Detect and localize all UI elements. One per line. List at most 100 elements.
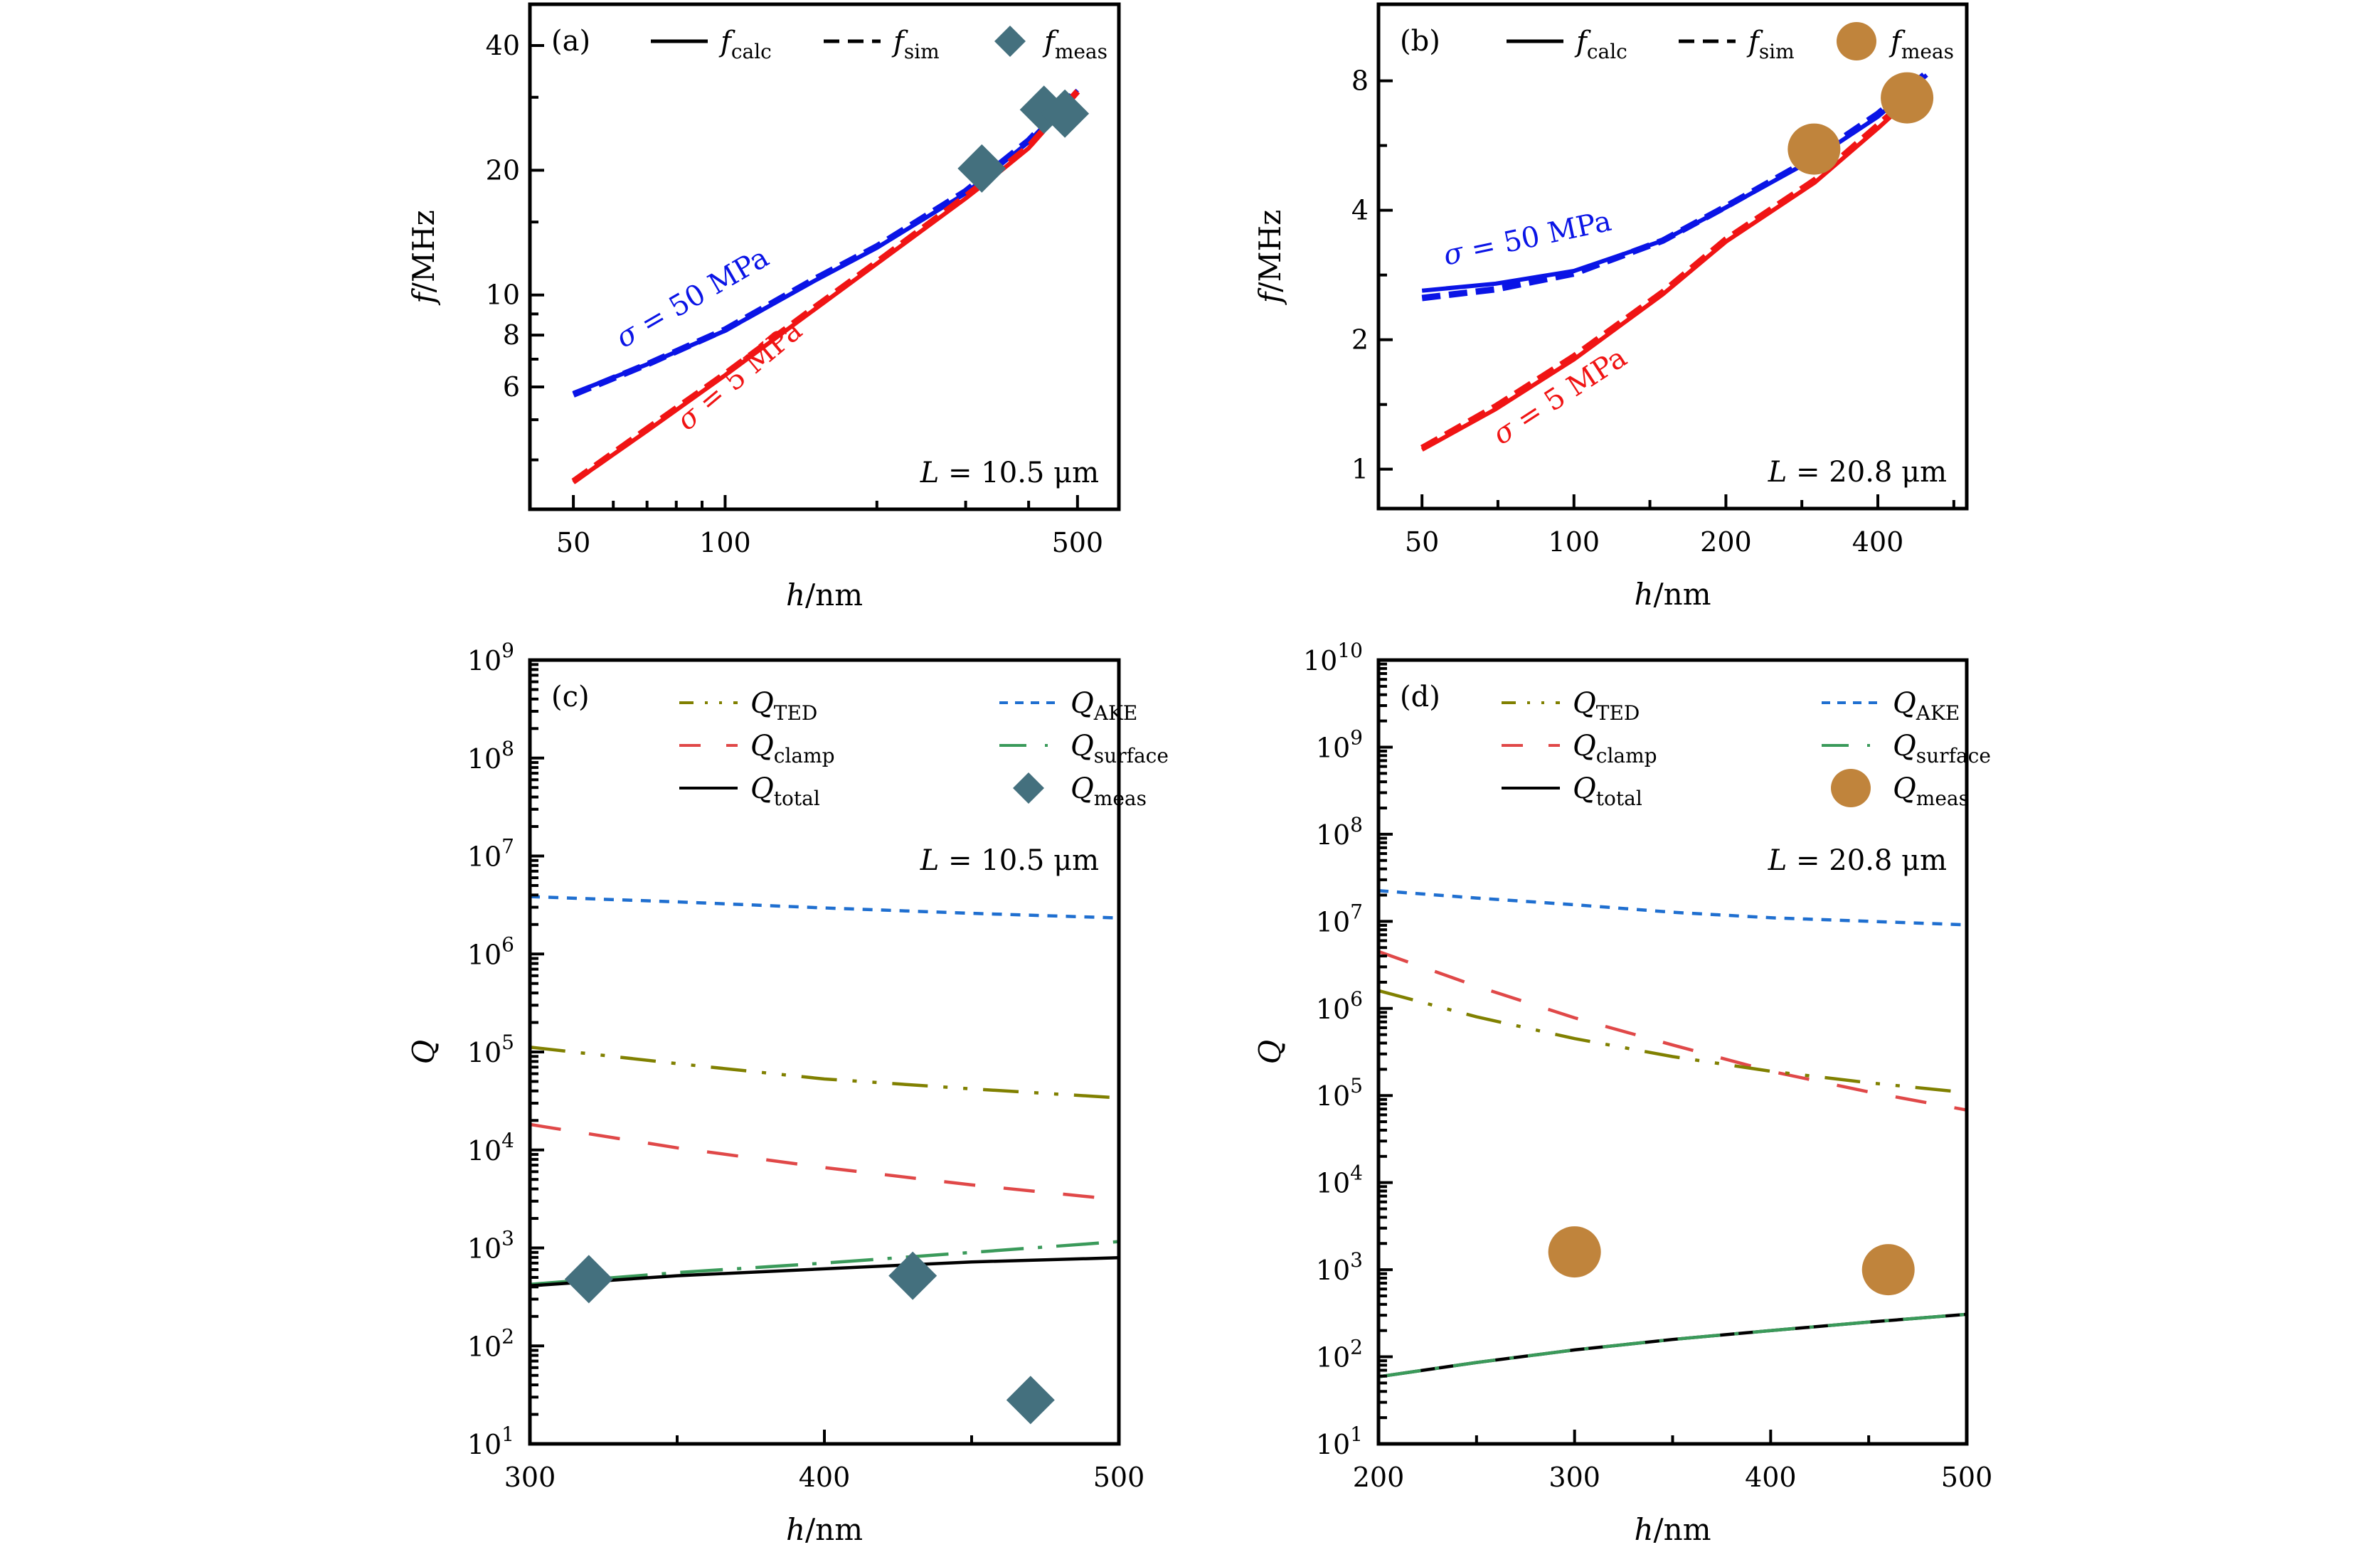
data-point-diamond	[1041, 89, 1090, 138]
legend-symbol: Q	[750, 730, 774, 762]
legend-symbol: Q	[1893, 687, 1916, 720]
y-tick-base: 10	[1316, 1342, 1350, 1373]
legend-subscript: surface	[1094, 744, 1169, 767]
y-tick-base: 10	[1316, 1255, 1350, 1286]
legend-label: fmeas	[1042, 26, 1107, 63]
series-line--5-mpa-sim-	[1420, 79, 1929, 451]
y-tick-exponent: 9	[1350, 725, 1363, 749]
y-tick-label: 107	[467, 835, 514, 873]
length-annotation: L = 10.5 μm	[920, 844, 1099, 877]
y-tick-exponent: 3	[501, 1227, 514, 1250]
y-tick-label: 108	[1316, 813, 1363, 851]
x-tick-label: 200	[1353, 1462, 1405, 1493]
series-line-q-clamp	[530, 1122, 1119, 1202]
y-tick-label: 106	[1316, 987, 1363, 1025]
legend-label: fcalc	[1574, 26, 1627, 63]
legend-label: Qsurface	[1893, 730, 1991, 767]
length-symbol: L	[920, 844, 940, 877]
x-axis-title: h/nm	[1634, 577, 1711, 612]
legend-subscript: meas	[1901, 40, 1954, 63]
series-line--50-mpa-sim-	[1421, 70, 1929, 302]
legend-marker-diamond	[1013, 772, 1044, 804]
legend-label: QAKE	[1893, 687, 1960, 725]
y-tick-base: 10	[1303, 645, 1337, 676]
legend-symbol: Q	[1071, 772, 1094, 805]
data-point-circle	[1548, 1226, 1601, 1278]
y-tick-base: 10	[1316, 819, 1350, 851]
y-tick-label: 104	[467, 1129, 514, 1166]
x-axis-unit: /nm	[805, 578, 863, 612]
series-line--50-mpa-sim-	[572, 87, 1080, 398]
y-tick-base: 10	[1316, 732, 1350, 763]
legend-marker-diamond	[994, 26, 1026, 57]
legend: fcalc fsim fmeas	[651, 26, 1107, 63]
panel-label: (c)	[551, 681, 590, 713]
legend-subscript: calc	[1587, 40, 1627, 63]
x-axis-title: h/nm	[786, 1512, 863, 1547]
legend-subscript: TED	[1596, 701, 1640, 725]
legend-symbol: Q	[1893, 730, 1916, 762]
x-tick-label: 100	[1548, 526, 1600, 558]
series-line-q-ake	[1378, 888, 1967, 927]
x-tick-label: 400	[1852, 526, 1904, 558]
x-tick-label: 500	[1093, 1462, 1145, 1493]
y-tick-exponent: 1	[1350, 1423, 1363, 1446]
y-tick-label: 106	[467, 932, 514, 970]
y-tick-base: 10	[1316, 994, 1350, 1025]
x-tick-label: 500	[1052, 527, 1104, 558]
legend-label: fsim	[1746, 26, 1795, 63]
x-axis-symbol: h	[786, 578, 805, 612]
y-tick-exponent: 9	[501, 639, 514, 662]
y-tick-label: 1	[1351, 454, 1369, 485]
series-line-q-surface	[530, 1240, 1119, 1286]
y-tick-base: 10	[467, 1037, 501, 1068]
y-tick-base: 10	[1316, 906, 1350, 937]
series-line-q-total	[530, 1256, 1119, 1288]
y-tick-exponent: 6	[1350, 987, 1363, 1011]
legend-label: Qtotal	[750, 772, 820, 810]
y-tick-label: 1010	[1303, 639, 1363, 676]
curve-label-value: = 50 MPa	[1460, 205, 1614, 268]
y-tick-exponent: 7	[1350, 900, 1363, 923]
x-tick-label: 50	[556, 527, 590, 558]
y-tick-exponent: 6	[501, 932, 514, 956]
y-axis-symbol: Q	[406, 1040, 441, 1064]
y-tick-label: 8	[503, 319, 520, 351]
y-axis-title: Q	[1253, 1040, 1287, 1064]
y-tick-label: 8	[1351, 65, 1369, 97]
y-tick-exponent: 5	[501, 1031, 514, 1054]
length-value: = 20.8 μm	[1787, 844, 1947, 877]
legend-symbol: Q	[1893, 772, 1916, 805]
y-tick-exponent: 10	[1337, 639, 1363, 662]
y-tick-base: 10	[467, 1429, 501, 1460]
length-annotation: L = 20.8 μm	[1768, 844, 1947, 877]
legend-subscript: sim	[904, 40, 940, 63]
series-group	[1378, 888, 1967, 1378]
data-point-diamond	[1006, 1376, 1055, 1425]
curve-label-stress: σ = 5 MPa	[1487, 341, 1633, 451]
legend-marker-circle	[1831, 769, 1871, 807]
length-symbol: L	[1768, 844, 1787, 877]
plot-frame	[1376, 658, 1969, 1446]
series-line-q-ted	[530, 1045, 1119, 1100]
legend-symbol: Q	[750, 687, 774, 720]
panel-b: 50 100 200 400 1 2 4 8 h/nm f/MHz (b) L = 20.8 μm fc…	[1253, 2, 1969, 612]
legend-label: Qclamp	[1573, 730, 1657, 767]
y-tick-base: 10	[467, 939, 501, 970]
legend-subscript: meas	[1055, 40, 1107, 63]
y-tick-exponent: 8	[1350, 813, 1363, 836]
plot-frame	[1376, 2, 1969, 511]
legend-label: Qclamp	[750, 730, 835, 767]
y-tick-base: 10	[1316, 1168, 1350, 1199]
legend-subscript: surface	[1916, 744, 1991, 767]
y-tick-exponent: 3	[1350, 1248, 1363, 1272]
y-tick-label: 20	[486, 154, 520, 186]
legend-label: Qmeas	[1071, 772, 1147, 810]
y-tick-label: 2	[1351, 324, 1369, 356]
y-tick-label: 105	[1316, 1074, 1363, 1112]
y-tick-base: 10	[1316, 1429, 1350, 1460]
legend-subscript: total	[774, 787, 820, 810]
y-tick-label: 101	[1316, 1423, 1363, 1460]
